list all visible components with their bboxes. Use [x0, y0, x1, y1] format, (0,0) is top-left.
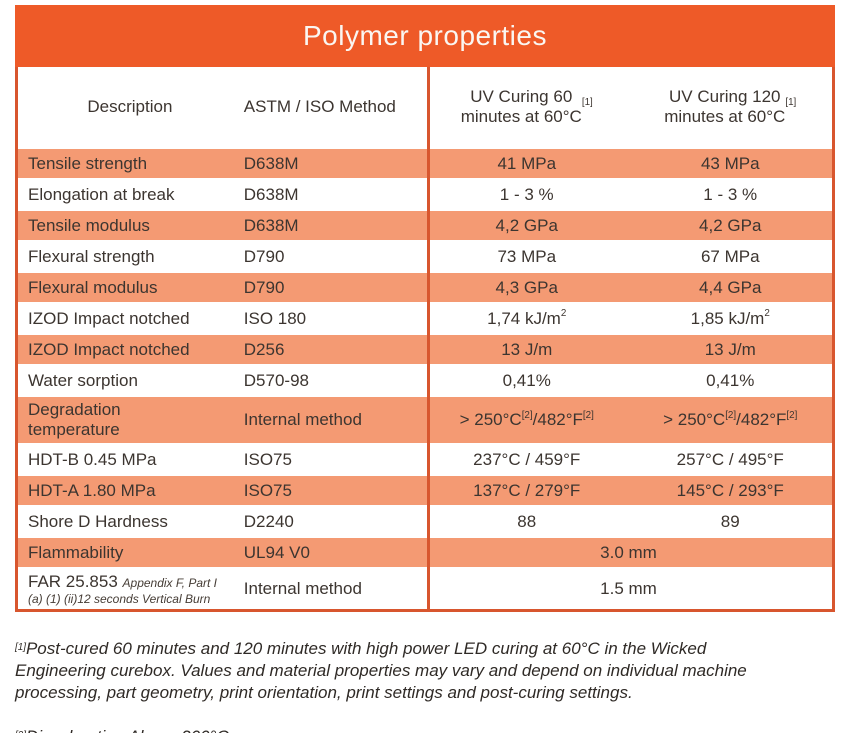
table-row: Water sorption D570-98 0,41% 0,41% [18, 364, 832, 395]
cell-description: Flammability [28, 542, 124, 562]
cell-value-uv120: 89 [720, 511, 740, 531]
cell-description: FAR 25.853 Appendix F, Part I (a) (1) (ii… [28, 572, 218, 606]
properties-table: Description ASTM / ISO Method UV Curing … [15, 67, 835, 612]
cell-value-uv120: 0,41% [706, 370, 755, 390]
title-banner: Polymer properties [15, 5, 835, 67]
cell-description: HDT-A 1.80 MPa [28, 480, 156, 500]
cell-value-uv60: 4,3 GPa [495, 277, 558, 297]
cell-value-uv120: 1 - 3 % [703, 184, 758, 204]
footnotes: [1]Post-cured 60 minutes and 120 minutes… [15, 616, 835, 733]
cell-method: Internal method [243, 579, 362, 598]
cell-description: Tensile strength [28, 153, 148, 173]
cell-method: D638M [243, 153, 299, 173]
footnote-2: [2]Discoloration Above 200°C. [15, 726, 835, 733]
cell-method: D2240 [243, 511, 294, 531]
cell-description: IZOD Impact notched [28, 339, 190, 359]
cell-value-uv120: 4,4 GPa [699, 277, 762, 297]
table-row: Shore D Hardness D2240 88 89 [18, 505, 832, 536]
table-row: Tensile modulus D638M 4,2 GPa 4,2 GPa [18, 209, 832, 240]
cell-method: ISO 180 [243, 308, 307, 328]
cell-method: D638M [243, 184, 299, 204]
cell-method: Internal method [243, 410, 362, 429]
cell-value-span: 3.0 mm [600, 542, 657, 562]
cell-description: Shore D Hardness [28, 511, 168, 531]
footnote-1: [1]Post-cured 60 minutes and 120 minutes… [15, 639, 747, 703]
table-row: IZOD Impact notched ISO 180 1,74 kJ/m 2 1,85… [18, 302, 832, 333]
cell-description: Water sorption [28, 370, 138, 390]
column-divider [426, 67, 430, 609]
cell-method: D638M [243, 215, 299, 235]
cell-value-uv120: 13 J/m [704, 339, 756, 359]
header-uv-curing-120: UV Curing 120 minutes at 60°C [1] [664, 87, 797, 126]
cell-description: Flexural strength [28, 246, 155, 266]
table-header-row: Description ASTM / ISO Method UV Curing … [18, 67, 832, 147]
cell-value-uv120: 257°C / 495°F [676, 449, 784, 469]
cell-description: Tensile modulus [28, 215, 150, 235]
cell-method: ISO75 [243, 480, 292, 500]
cell-value-uv60: 41 MPa [497, 153, 557, 173]
table-body: Tensile strength D638M 41 MPa 43 MPa Elongat… [18, 147, 832, 609]
table-row: Tensile strength D638M 41 MPa 43 MPa [18, 147, 832, 178]
cell-value-uv60: 237°C / 459°F [473, 449, 581, 469]
cell-value-uv120: 145°C / 293°F [676, 480, 784, 500]
cell-value-uv120: 67 MPa [700, 246, 760, 266]
table-row: Flexural modulus D790 4,3 GPa 4,4 GPa [18, 271, 832, 302]
cell-value-uv60: 1 - 3 % [499, 184, 554, 204]
cell-method: D256 [243, 339, 285, 359]
header-astm-iso-method: ASTM / ISO Method [243, 97, 396, 116]
cell-value-uv60: 0,41% [502, 370, 551, 390]
table-row: IZOD Impact notched D256 13 J/m 13 J/m [18, 333, 832, 364]
table-row: HDT-B 0.45 MPa ISO75 237°C / 459°F 257°C / … [18, 443, 832, 474]
cell-value-uv60: 73 MPa [497, 246, 557, 266]
cell-value-uv60: 88 [517, 511, 537, 531]
table-row: Degradation temperature Internal method > … [18, 395, 832, 443]
cell-method: D790 [243, 246, 285, 266]
cell-value-uv60: 1,74 kJ/m 2 [487, 308, 567, 328]
header-uv-curing-60: UV Curing 60 minutes at 60°C [1] [460, 87, 593, 126]
table-row: Flexural strength D790 73 MPa 67 MPa [18, 240, 832, 271]
cell-value-uv60: 13 J/m [501, 339, 553, 359]
cell-description: Elongation at break [28, 184, 175, 204]
cell-method: D790 [243, 277, 285, 297]
cell-description: Degradation temperature [28, 400, 121, 439]
cell-description-small-block: (a) (1) (ii)12 seconds Vertical Burn [28, 592, 211, 606]
cell-method: D570-98 [243, 370, 309, 390]
cell-value-span: 1.5 mm [600, 579, 657, 598]
cell-value-uv120: 43 MPa [700, 153, 760, 173]
cell-method: UL94 V0 [243, 542, 310, 562]
cell-description: IZOD Impact notched [28, 308, 190, 328]
cell-description: Flexural modulus [28, 277, 158, 297]
table-row: Elongation at break D638M 1 - 3 % 1 - 3 % [18, 178, 832, 209]
cell-value-uv120: > 250°C [2]/482°F [2] [663, 409, 798, 429]
cell-value-uv60: 137°C / 279°F [473, 480, 581, 500]
cell-description: HDT-B 0.45 MPa [28, 449, 157, 469]
cell-value-uv60: 4,2 GPa [495, 215, 558, 235]
table-row: Flammability UL94 V0 3.0 mm [18, 536, 832, 567]
cell-description-small-inline: Appendix F, Part I [122, 576, 218, 590]
table-row: FAR 25.853 Appendix F, Part I (a) (1) (ii… [18, 567, 832, 609]
table-row: HDT-A 1.80 MPa ISO75 137°C / 279°F 145°C / … [18, 474, 832, 505]
header-description: Description [87, 97, 173, 116]
page-title: Polymer properties [303, 20, 547, 51]
cell-value-uv120: 1,85 kJ/m 2 [690, 308, 770, 328]
cell-value-uv60: > 250°C [2]/482°F [2] [459, 409, 594, 429]
cell-method: ISO75 [243, 449, 292, 469]
cell-value-uv120: 4,2 GPa [699, 215, 762, 235]
